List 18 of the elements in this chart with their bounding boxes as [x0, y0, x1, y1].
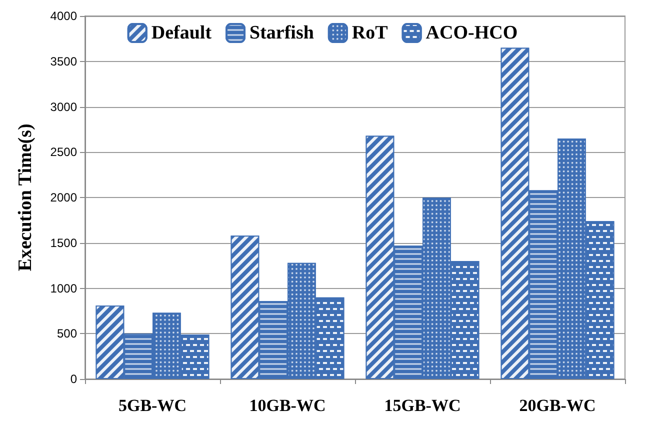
x-tick-label: 20GB-WC	[519, 396, 596, 415]
legend-label: RoT	[352, 22, 388, 44]
x-tick-label: 5GB-WC	[118, 396, 186, 415]
y-tick-label: 1500	[50, 236, 78, 250]
y-tick-label: 2500	[50, 145, 78, 160]
y-tick-label: 3500	[50, 54, 78, 68]
legend-label: ACO-HCO	[426, 22, 518, 44]
y-tick-label: 4000	[50, 9, 78, 23]
x-tick-label: 15GB-WC	[384, 396, 461, 415]
y-tick-label: 2000	[50, 190, 78, 204]
y-tick-label: 500	[56, 326, 78, 341]
y-tick-label: 0	[70, 372, 78, 386]
x-tick-label: 10GB-WC	[249, 396, 326, 415]
legend-label: Default	[151, 22, 212, 44]
y-tick-label: 3000	[50, 100, 78, 114]
y-axis-title: Execution Time(s)	[15, 124, 36, 272]
legend-label: Starfish	[250, 22, 314, 44]
y-tick-label: 1000	[50, 281, 78, 296]
